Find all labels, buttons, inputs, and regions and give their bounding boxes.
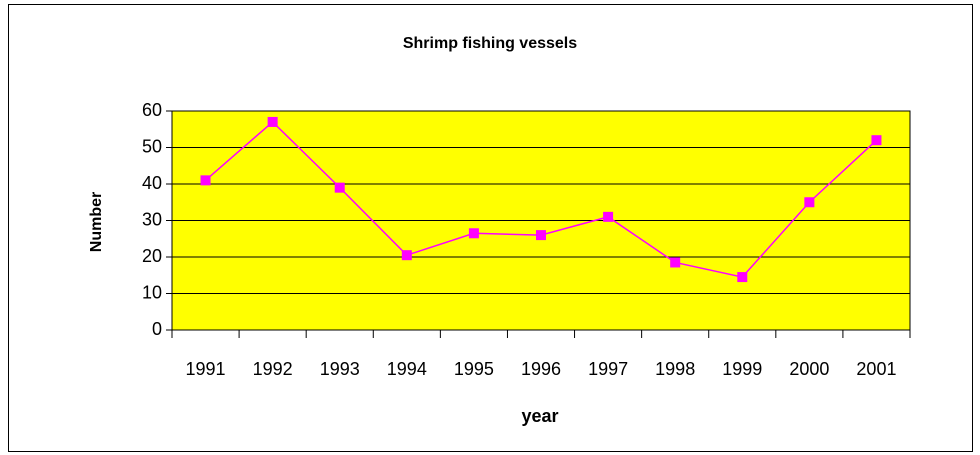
point-marker [536,230,546,241]
x-tick-label: 1998 [655,359,695,379]
x-tick-label: 1994 [387,359,427,379]
y-tick-label: 30 [142,209,162,229]
point-marker [804,197,815,208]
point-marker [200,175,211,186]
x-tick-label: 1997 [588,359,628,379]
y-tick-label: 40 [142,173,162,193]
point-marker [603,211,614,222]
y-tick-label: 0 [152,319,162,339]
x-tick-label: 1996 [521,359,561,379]
x-tick-label: 2000 [789,359,829,379]
y-axis-label: Number [88,192,105,252]
y-tick-label: 20 [142,246,162,266]
x-tick-label: 1992 [253,359,293,379]
point-marker [871,135,882,146]
chart-title: Shrimp fishing vessels [403,35,577,52]
point-marker [737,272,748,283]
x-tick-label: 2001 [856,359,896,379]
x-tick-label: 1995 [454,359,494,379]
x-axis-label: year [521,406,558,426]
point-marker [670,257,681,268]
point-marker [468,228,479,239]
point-marker [334,182,345,193]
point-marker [267,116,278,127]
x-tick-label: 1999 [722,359,762,379]
point-marker [401,250,412,261]
x-tick-label: 1991 [186,359,226,379]
plot-border [171,110,911,331]
y-tick-label: 10 [142,282,162,302]
y-tick-label: 50 [142,136,162,156]
x-tick-label: 1993 [320,359,360,379]
y-tick-label: 60 [142,100,162,120]
